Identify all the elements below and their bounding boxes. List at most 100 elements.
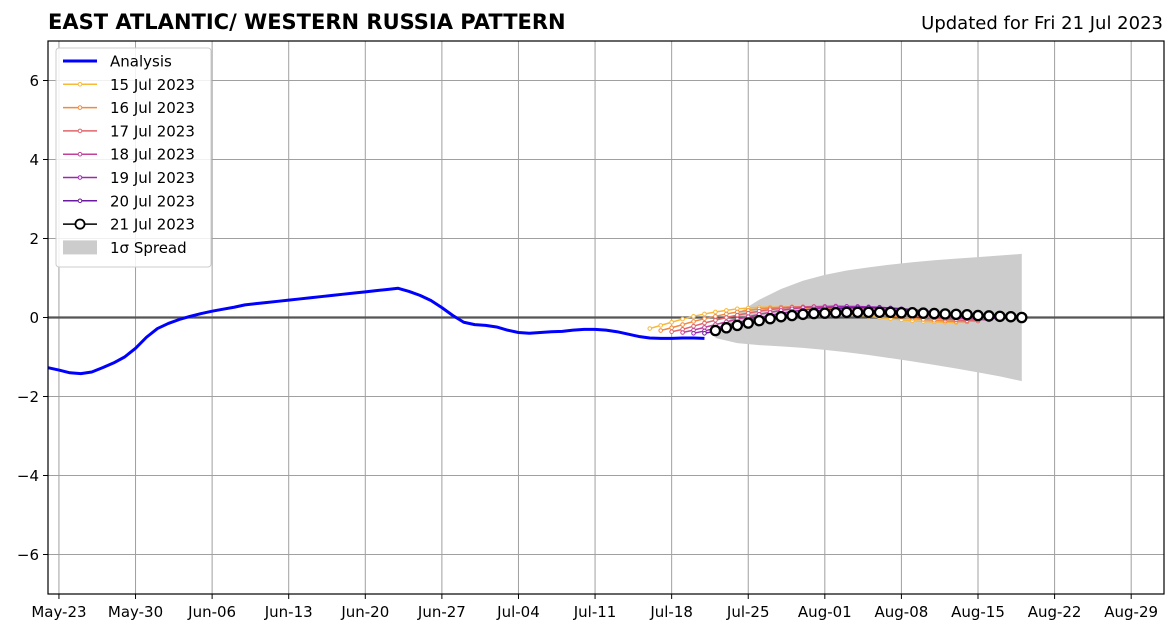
y-tick-label: −4 [17, 467, 39, 485]
x-tick-label: Jul-18 [649, 603, 693, 621]
latest-forecast-point [1016, 311, 1028, 324]
x-tick-label: Jun-13 [264, 603, 313, 621]
legend-label: Analysis [110, 53, 172, 71]
legend-marker [77, 151, 83, 157]
forecast-point [680, 330, 685, 335]
latest-forecast-point [808, 307, 820, 320]
forecast-point [669, 325, 674, 331]
latest-forecast-point [983, 310, 995, 322]
chart-title: EAST ATLANTIC/ WESTERN RUSSIA PATTERN [48, 10, 566, 34]
latest-forecast-series [709, 306, 1028, 337]
x-tick-label: May-30 [108, 603, 163, 621]
forecast-point [702, 320, 707, 326]
latest-forecast-point [972, 309, 984, 322]
legend-marker [74, 218, 86, 230]
x-tick-label: Aug-01 [798, 603, 852, 621]
latest-forecast-point [950, 308, 962, 321]
legend-item: 15 Jul 2023 [63, 76, 195, 94]
legend-marker [77, 175, 83, 180]
forecast-point [669, 329, 674, 335]
x-tick-label: Jul-11 [573, 603, 617, 621]
forecast-point [691, 319, 696, 324]
chart-subtitle: Updated for Fri 21 Jul 2023 [921, 13, 1163, 34]
x-tick-label: May-23 [31, 603, 86, 621]
forecast-point [658, 323, 664, 328]
y-tick-label: −6 [17, 546, 39, 564]
legend-item: 1σ Spread [63, 239, 187, 257]
legend-item: Analysis [63, 53, 172, 71]
legend-label: 18 Jul 2023 [110, 146, 195, 164]
latest-forecast-point [994, 310, 1006, 323]
latest-forecast-point [906, 307, 919, 319]
legend-label: 1σ Spread [110, 239, 187, 257]
latest-forecast-point [961, 308, 973, 321]
latest-forecast-point [753, 314, 765, 327]
forecast-point [713, 314, 718, 319]
legend-label: 16 Jul 2023 [110, 99, 195, 117]
legend-marker [77, 198, 83, 204]
forecast-point [691, 323, 696, 329]
latest-forecast-point [895, 307, 908, 319]
forecast-point [658, 328, 664, 333]
legend-label: 17 Jul 2023 [110, 122, 195, 140]
y-tick-label: 4 [29, 151, 39, 169]
legend-label: 19 Jul 2023 [110, 169, 195, 187]
y-tick-label: −2 [17, 388, 39, 406]
latest-forecast-point [862, 306, 875, 319]
forecast-point [680, 322, 685, 327]
legend-item: 18 Jul 2023 [63, 146, 195, 164]
forecast-point [702, 311, 707, 317]
legend-swatch [63, 240, 97, 255]
x-tick-label: Aug-08 [875, 603, 929, 621]
x-tick-label: Jun-27 [417, 603, 466, 621]
latest-forecast-point [819, 307, 831, 319]
x-tick-label: Jun-06 [187, 603, 236, 621]
latest-forecast-point [797, 308, 809, 321]
latest-forecast-point [775, 310, 787, 323]
legend-item: 20 Jul 2023 [63, 192, 195, 210]
legend-item: 21 Jul 2023 [63, 216, 195, 234]
latest-forecast-point [873, 306, 886, 319]
forecast-point [691, 331, 696, 336]
forecast-point [647, 326, 653, 331]
latest-forecast-point [851, 306, 864, 319]
legend-item: 16 Jul 2023 [63, 99, 195, 117]
y-tick-label: 2 [29, 230, 39, 248]
latest-forecast-point [709, 324, 722, 337]
x-tick-label: Aug-15 [951, 603, 1005, 621]
forecast-point [713, 317, 718, 323]
legend-label: 20 Jul 2023 [110, 192, 195, 210]
latest-forecast-point [1005, 310, 1017, 323]
x-tick-label: Aug-22 [1028, 603, 1082, 621]
latest-forecast-point [764, 312, 776, 325]
x-tick-label: Aug-29 [1104, 603, 1158, 621]
axes: May-23 May-30 Jun-06 Jun-13 Jun-20 Jun-27 Jul-… [17, 40, 1165, 621]
forecast-point [680, 316, 685, 322]
forecast-point [669, 319, 674, 325]
analysis-line [47, 286, 705, 376]
legend-marker [77, 128, 83, 134]
latest-forecast-point [830, 307, 842, 319]
latest-forecast-point [939, 308, 951, 320]
plot-frame [47, 40, 1165, 595]
forecast-point [702, 331, 707, 336]
legend-marker [77, 105, 83, 110]
latest-forecast-point [840, 306, 853, 319]
y-tick-label: 6 [29, 72, 39, 90]
latest-forecast-point [884, 306, 897, 319]
legend-label: 21 Jul 2023 [110, 216, 195, 234]
legend-item: 19 Jul 2023 [63, 169, 195, 187]
forecast-point [713, 309, 718, 315]
y-tick-label: 0 [29, 309, 39, 327]
x-tick-label: Jun-20 [340, 603, 389, 621]
forecast-point [734, 312, 740, 318]
legend: Analysis 15 Jul 2023 16 Jul 2023 17 Jul 202… [55, 47, 212, 268]
latest-forecast-point [731, 319, 744, 332]
latest-forecast-point [786, 309, 798, 322]
x-tick-label: Jul-25 [726, 603, 770, 621]
forecast-point [691, 314, 696, 319]
latest-forecast-point [917, 307, 930, 319]
legend-item: 17 Jul 2023 [63, 122, 195, 140]
forecast-point [724, 315, 729, 320]
